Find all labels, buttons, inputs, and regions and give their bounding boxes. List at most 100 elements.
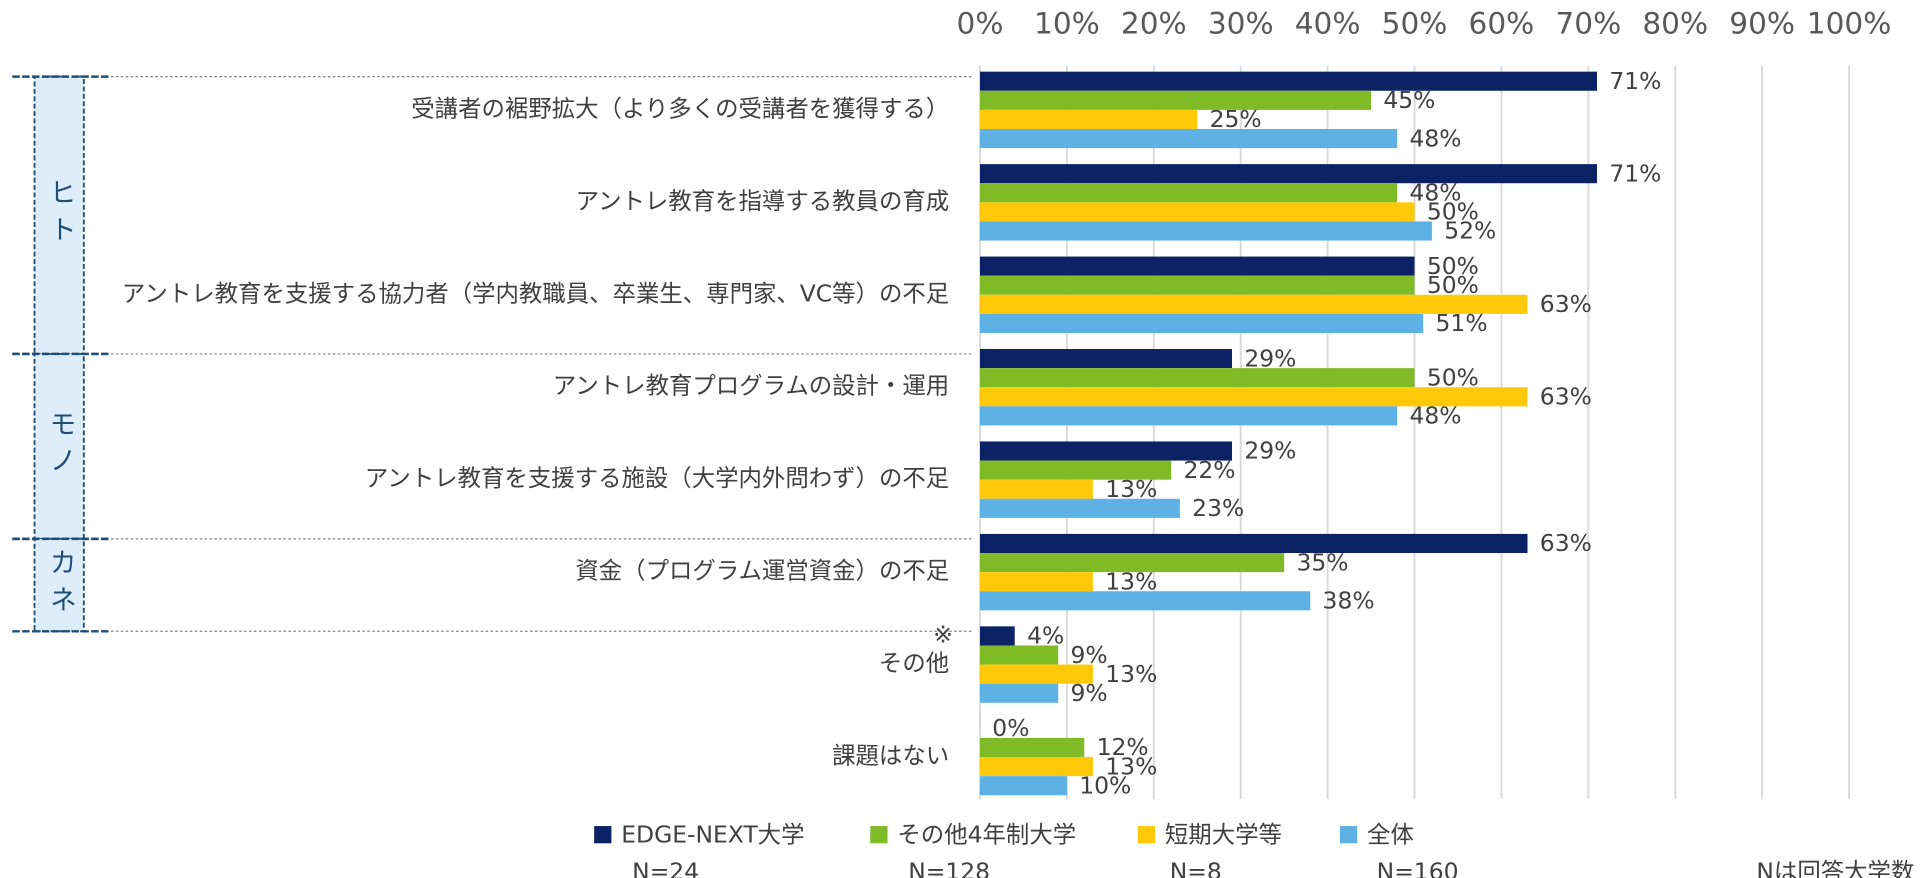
- bar: [979, 202, 1415, 222]
- category-label: 受講者の裾野拡大（より多くの受講者を獲得する）: [411, 94, 949, 122]
- value-label: 48%: [1409, 124, 1461, 152]
- x-tick-label: 20%: [1121, 6, 1187, 40]
- bar: [979, 591, 1311, 611]
- x-tick-label: 0%: [957, 6, 1004, 40]
- x-tick-label: 40%: [1295, 6, 1361, 40]
- bar: [979, 128, 1398, 149]
- value-label: 71%: [1609, 67, 1661, 95]
- bar: [979, 275, 1415, 295]
- x-tick-label: 90%: [1729, 6, 1795, 40]
- value-label: 50%: [1427, 363, 1479, 391]
- value-label: 38%: [1323, 587, 1375, 615]
- bar: [979, 533, 1528, 554]
- bar: [979, 460, 1172, 480]
- bar: [979, 294, 1528, 314]
- value-label: 50%: [1427, 271, 1479, 299]
- bar: [979, 776, 1067, 796]
- value-label: 23%: [1192, 494, 1244, 522]
- x-tick-label: 50%: [1382, 6, 1448, 40]
- value-label: 13%: [1105, 567, 1157, 595]
- category-label: アントレ教育を支援する施設（大学内外問わず）の不足: [365, 464, 949, 492]
- legend-label: その他4年制大学: [897, 820, 1076, 848]
- bar: [979, 313, 1424, 333]
- bar: [979, 387, 1528, 407]
- value-label: 45%: [1383, 86, 1435, 114]
- legend-label: 全体: [1367, 820, 1414, 848]
- legend-swatch: [1339, 826, 1358, 844]
- group-label: ヒト: [45, 178, 76, 252]
- bar: [979, 498, 1180, 518]
- group-label: モノ: [45, 409, 76, 483]
- value-label: 63%: [1540, 383, 1592, 411]
- value-label: 0%: [992, 714, 1029, 742]
- value-label: 48%: [1409, 179, 1461, 207]
- x-tick-label: 70%: [1555, 6, 1621, 40]
- value-label: 12%: [1097, 733, 1149, 761]
- bar: [979, 553, 1285, 573]
- value-label: 9%: [1071, 679, 1108, 707]
- annotation: ※: [933, 621, 953, 649]
- value-label: 63%: [1540, 529, 1592, 557]
- bar: [979, 645, 1059, 665]
- bar: [979, 368, 1415, 388]
- legend-n: N=128: [908, 857, 990, 878]
- x-tick-label: 10%: [1034, 6, 1100, 40]
- x-tick-label: 30%: [1208, 6, 1274, 40]
- legend-n: N=8: [1170, 857, 1222, 878]
- value-label: 52%: [1444, 217, 1496, 245]
- bar: [979, 71, 1598, 91]
- category-label: アントレ教育プログラムの設計・運用: [553, 372, 949, 400]
- bar: [979, 757, 1093, 777]
- value-label: 22%: [1184, 456, 1236, 484]
- bar: [979, 683, 1059, 703]
- category-label: その他: [879, 649, 949, 677]
- value-label: 50%: [1427, 252, 1479, 280]
- note: Nは回答大学数: [1756, 857, 1914, 878]
- category-label: 課題はない: [832, 742, 949, 770]
- x-tick-label: 80%: [1642, 6, 1708, 40]
- legend-label: EDGE-NEXT大学: [621, 820, 804, 848]
- value-label: 35%: [1296, 548, 1348, 576]
- bar: [979, 221, 1432, 241]
- bar: [979, 664, 1093, 684]
- legend-n: N=160: [1377, 857, 1459, 878]
- value-label: 13%: [1105, 752, 1157, 780]
- bar: [979, 572, 1093, 592]
- value-label: 48%: [1409, 402, 1461, 430]
- value-label: 51%: [1436, 309, 1488, 337]
- value-label: 25%: [1210, 105, 1262, 133]
- bar: [979, 164, 1598, 184]
- value-label: 4%: [1027, 622, 1064, 650]
- bar: [979, 479, 1093, 499]
- category-label: アントレ教育を指導する教員の育成: [576, 187, 950, 215]
- value-label: 29%: [1244, 344, 1296, 372]
- group-label: カネ: [45, 548, 76, 622]
- x-tick-label: 100%: [1807, 6, 1892, 40]
- bar: [979, 626, 1015, 646]
- bar: [979, 441, 1233, 461]
- legend-label: 短期大学等: [1165, 820, 1282, 848]
- legend-swatch: [870, 826, 888, 844]
- value-label: 71%: [1609, 159, 1661, 187]
- bar: [979, 183, 1398, 203]
- bar: [979, 256, 1415, 276]
- value-label: 10%: [1079, 771, 1131, 799]
- legend-n: N=24: [632, 857, 699, 878]
- category-label: 資金（プログラム運営資金）の不足: [575, 557, 949, 585]
- value-label: 13%: [1105, 660, 1157, 688]
- x-tick-label: 60%: [1469, 6, 1535, 40]
- bar: [979, 737, 1085, 758]
- legend-swatch: [1137, 826, 1156, 844]
- value-label: 29%: [1244, 437, 1296, 465]
- category-label: アントレ教育を支援する協力者（学内教職員、卒業生、専門家、VC等）の不足: [122, 279, 949, 307]
- bar: [979, 406, 1398, 426]
- value-label: 13%: [1105, 475, 1157, 503]
- value-label: 50%: [1427, 198, 1479, 226]
- value-label: 9%: [1071, 641, 1108, 669]
- group-box: [33, 75, 85, 355]
- bar: [979, 90, 1372, 110]
- legend-swatch: [594, 826, 612, 844]
- bar: [979, 349, 1233, 369]
- bar: [979, 109, 1198, 129]
